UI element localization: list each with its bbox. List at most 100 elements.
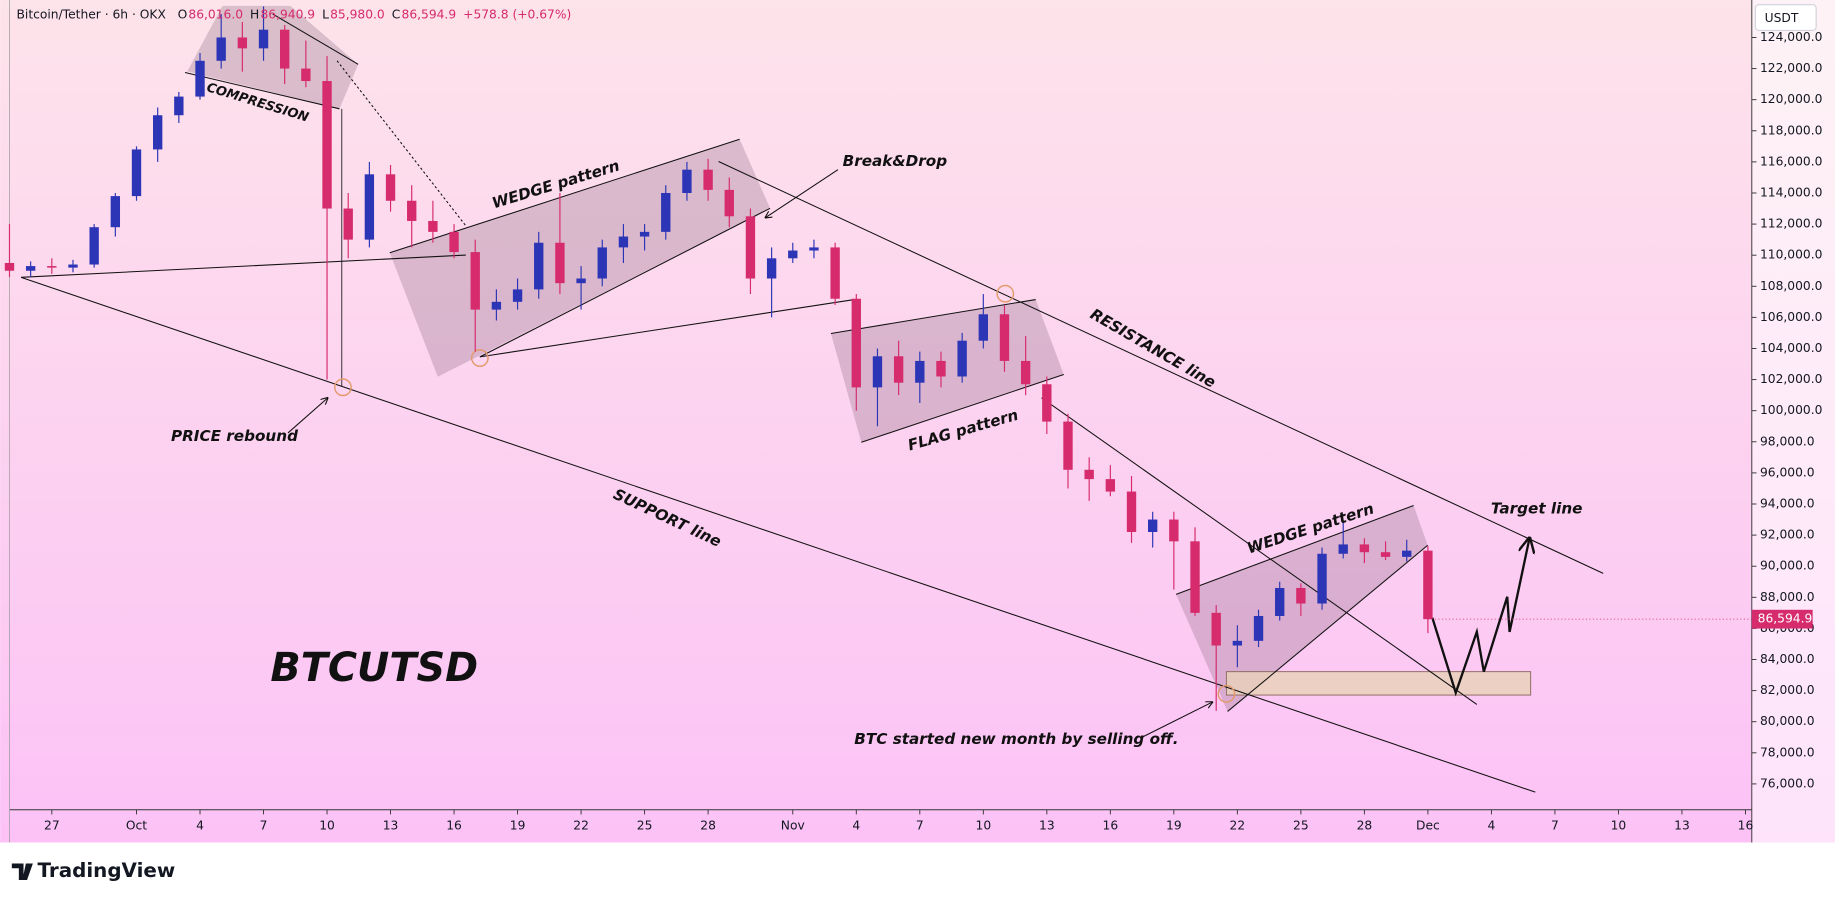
x-tick-label: 7	[260, 819, 268, 833]
y-tick-label: 122,000.0	[1760, 61, 1822, 75]
compression-area	[187, 5, 359, 109]
y-tick-label: 118,000.0	[1760, 123, 1822, 137]
y-tick-label: 92,000.0	[1760, 528, 1815, 542]
candle-body	[724, 189, 734, 217]
header: Bitcoin/Tether · 6h · OKX O 86,016.0 H 86,94…	[17, 8, 572, 22]
candle-body	[47, 266, 57, 268]
projection-path	[1431, 538, 1529, 697]
trend-line	[830, 299, 1036, 335]
y-tick-label: 90,000.0	[1760, 559, 1815, 573]
y-tick-label: 82,000.0	[1760, 683, 1815, 697]
candle-body	[788, 250, 798, 259]
candle-body	[1148, 519, 1158, 532]
candle-body	[512, 289, 523, 302]
candle-body	[1169, 519, 1179, 542]
candle-body	[661, 192, 671, 232]
y-tick-label: 88,000.0	[1760, 590, 1815, 604]
y-tick-label: 80,000.0	[1760, 714, 1815, 728]
y-tick-label: 106,000.0	[1760, 310, 1822, 324]
candle-body	[195, 60, 205, 97]
support-line	[21, 276, 1536, 793]
candle-body	[343, 208, 353, 240]
candle-body	[428, 220, 438, 232]
currency-button[interactable]	[1754, 4, 1817, 32]
trend-line	[1175, 505, 1414, 595]
dotted-line	[336, 60, 467, 227]
candle-body	[470, 252, 480, 310]
x-tick-label: 7	[1551, 819, 1559, 833]
candle-body	[1317, 553, 1327, 604]
candles	[4, 6, 1433, 711]
y-tick-label: 102,000.0	[1760, 372, 1822, 386]
currency-label: USDT	[1765, 11, 1799, 25]
x-tick-label: 13	[1674, 819, 1690, 833]
symbol: Bitcoin/Tether · 6h · OKX	[17, 8, 167, 22]
candle-body	[364, 174, 375, 240]
highlight-circle	[1217, 684, 1236, 703]
trend-line	[1227, 544, 1429, 712]
candle-body	[89, 227, 99, 265]
candle-body	[597, 247, 607, 279]
candle-body	[1105, 479, 1116, 492]
arrow	[765, 169, 839, 218]
highlight-circle	[334, 378, 352, 397]
y-tick-label: 96,000.0	[1760, 465, 1815, 479]
candle-body	[1380, 552, 1391, 557]
x-tick-label: 19	[510, 819, 526, 833]
candle-body	[1275, 587, 1285, 616]
highlight-circles	[334, 284, 1236, 703]
y-tick-label: 104,000.0	[1760, 341, 1822, 355]
x-tick-label: Dec	[1416, 819, 1440, 833]
y-tick-label: 108,000.0	[1760, 279, 1822, 293]
price-axis-background	[1751, 0, 1835, 843]
y-tick-label: 116,000.0	[1760, 154, 1822, 168]
x-tick-label: 13	[383, 819, 399, 833]
last-price-label: 86,594.9	[1758, 612, 1813, 626]
candle-body	[258, 29, 269, 49]
candle-body	[766, 258, 777, 279]
x-tick-label: 16	[1103, 819, 1119, 833]
y-tick-label: 124,000.0	[1760, 30, 1822, 44]
y-tick-label: 84,000.0	[1760, 652, 1815, 666]
candle-body	[491, 301, 502, 310]
candle-body	[576, 278, 586, 284]
change: +578.8 (+0.67%)	[463, 8, 571, 22]
trend-line	[479, 207, 771, 358]
candle-body	[682, 169, 692, 193]
candle-body	[68, 264, 78, 268]
candle-body	[1232, 640, 1243, 646]
trend-line	[272, 13, 359, 65]
field-key: H	[250, 8, 259, 22]
candle-body	[174, 96, 184, 116]
resistance-line	[718, 161, 1604, 574]
field-key: L	[322, 8, 329, 22]
candle-body	[1423, 550, 1433, 620]
candle-body	[449, 231, 459, 253]
trend-line	[389, 138, 740, 254]
candle-body	[639, 231, 650, 237]
candle-body	[1296, 587, 1306, 604]
candle-body	[1063, 421, 1073, 470]
candle-body	[385, 174, 396, 201]
trend-line	[479, 299, 855, 358]
x-tick-label: 28	[700, 819, 716, 833]
field-value: 86,016.0	[188, 8, 243, 22]
candle-body	[216, 37, 226, 61]
candle-body	[1190, 541, 1200, 613]
candle-body	[1253, 615, 1264, 641]
field-value: 86,594.9	[402, 8, 457, 22]
wedge-area	[389, 139, 771, 377]
y-tick-label: 114,000.0	[1760, 185, 1822, 199]
candle-body	[237, 37, 248, 49]
x-tick-label: 4	[852, 819, 860, 833]
trend-line	[21, 254, 466, 278]
highlight-circle	[996, 284, 1015, 303]
candle-body	[407, 200, 417, 221]
x-tick-label: 10	[1611, 819, 1627, 833]
candle-body	[1402, 550, 1412, 557]
y-tick-label: 100,000.0	[1760, 403, 1822, 417]
candle-body	[534, 242, 544, 290]
brand-logo	[11, 863, 33, 880]
candle-body	[978, 314, 988, 341]
